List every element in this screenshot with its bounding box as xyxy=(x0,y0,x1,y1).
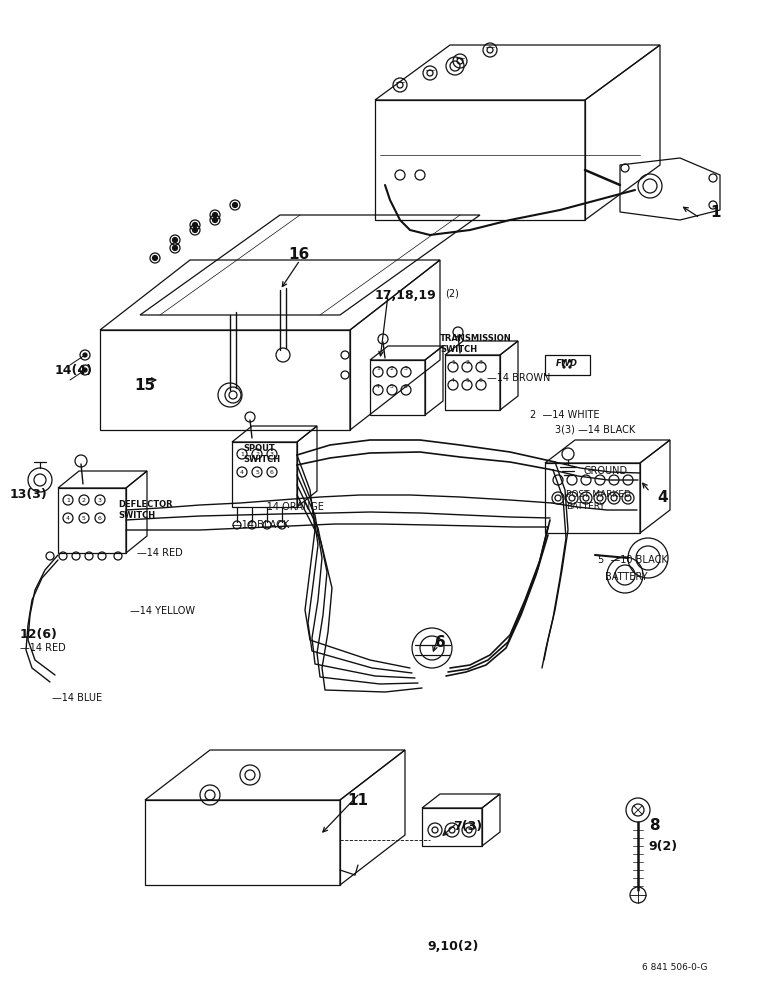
Text: 4: 4 xyxy=(657,490,668,505)
Text: —14 BLACK: —14 BLACK xyxy=(232,520,290,530)
Text: —14 RED: —14 RED xyxy=(137,548,183,558)
Text: 6 841 506-0-G: 6 841 506-0-G xyxy=(642,963,707,972)
Text: 1: 1 xyxy=(240,452,244,456)
Circle shape xyxy=(212,213,218,218)
Circle shape xyxy=(212,218,218,223)
Text: 3: 3 xyxy=(479,360,483,365)
Text: 1: 1 xyxy=(451,360,455,365)
Text: 6: 6 xyxy=(479,378,483,383)
Text: 6: 6 xyxy=(270,470,274,475)
Text: SWITCH: SWITCH xyxy=(243,455,280,464)
Text: 2: 2 xyxy=(255,452,259,456)
Text: —14 ORANGE: —14 ORANGE xyxy=(257,502,324,512)
Text: TRANSMISSION: TRANSMISSION xyxy=(440,334,512,343)
Text: 1: 1 xyxy=(376,365,380,370)
Text: 2: 2 xyxy=(82,497,86,502)
Text: 2  —14 WHITE: 2 —14 WHITE xyxy=(530,410,600,420)
Circle shape xyxy=(563,366,565,368)
Circle shape xyxy=(569,360,571,362)
Text: 4: 4 xyxy=(66,516,70,520)
Text: 7(3): 7(3) xyxy=(453,820,482,833)
Text: POST MARKED: POST MARKED xyxy=(566,490,631,499)
Text: FWD: FWD xyxy=(556,360,578,368)
Text: 4: 4 xyxy=(451,378,455,383)
Text: DEFLECTOR: DEFLECTOR xyxy=(118,500,173,509)
Text: 14(4): 14(4) xyxy=(55,364,93,377)
Text: 5: 5 xyxy=(465,378,469,383)
Text: 8: 8 xyxy=(649,818,659,833)
Text: 5: 5 xyxy=(390,383,394,388)
Text: 5: 5 xyxy=(255,470,259,475)
Text: SPOUT: SPOUT xyxy=(243,444,275,453)
Text: BATTERY: BATTERY xyxy=(566,502,604,511)
Text: 13(3): 13(3) xyxy=(10,488,48,501)
Text: 5: 5 xyxy=(82,516,86,520)
Text: 1: 1 xyxy=(66,497,70,502)
Circle shape xyxy=(83,353,87,357)
Text: 3(3) —14 BLACK: 3(3) —14 BLACK xyxy=(555,425,635,435)
Circle shape xyxy=(83,368,87,372)
Text: SWITCH: SWITCH xyxy=(118,511,155,520)
Text: 16: 16 xyxy=(288,247,310,262)
Text: (2): (2) xyxy=(445,289,459,299)
Text: 11: 11 xyxy=(347,793,368,808)
Text: 3: 3 xyxy=(98,497,102,502)
Circle shape xyxy=(569,366,571,368)
Text: 4: 4 xyxy=(376,383,380,388)
Text: 6: 6 xyxy=(98,516,102,520)
Text: 12(6): 12(6) xyxy=(20,628,58,641)
Text: SWITCH: SWITCH xyxy=(440,345,477,354)
Text: 6: 6 xyxy=(435,635,445,650)
Text: 17,18,19: 17,18,19 xyxy=(375,289,437,302)
Text: 1: 1 xyxy=(710,205,720,220)
Text: 3: 3 xyxy=(404,365,408,370)
Text: 9(2): 9(2) xyxy=(648,840,677,853)
Text: —14 BROWN: —14 BROWN xyxy=(487,373,550,383)
Circle shape xyxy=(153,255,157,260)
Text: BATTERY: BATTERY xyxy=(605,572,648,582)
Circle shape xyxy=(192,223,198,228)
Text: 15: 15 xyxy=(134,378,155,393)
Text: 5  —10 BLACK: 5 —10 BLACK xyxy=(598,555,668,565)
Text: —14 RED: —14 RED xyxy=(20,643,66,653)
Text: 3: 3 xyxy=(270,452,274,456)
Circle shape xyxy=(232,202,238,208)
Circle shape xyxy=(172,237,178,242)
Circle shape xyxy=(563,360,565,362)
Text: 2: 2 xyxy=(390,365,394,370)
Text: 2: 2 xyxy=(465,360,469,365)
Text: 4: 4 xyxy=(240,470,244,475)
Text: —14 YELLOW: —14 YELLOW xyxy=(130,606,195,616)
Text: 6: 6 xyxy=(404,383,408,388)
Text: GROUND: GROUND xyxy=(583,466,627,476)
Circle shape xyxy=(192,228,198,232)
Circle shape xyxy=(172,245,178,250)
Text: —14 BLUE: —14 BLUE xyxy=(52,693,102,703)
Text: 9,10(2): 9,10(2) xyxy=(427,940,479,953)
